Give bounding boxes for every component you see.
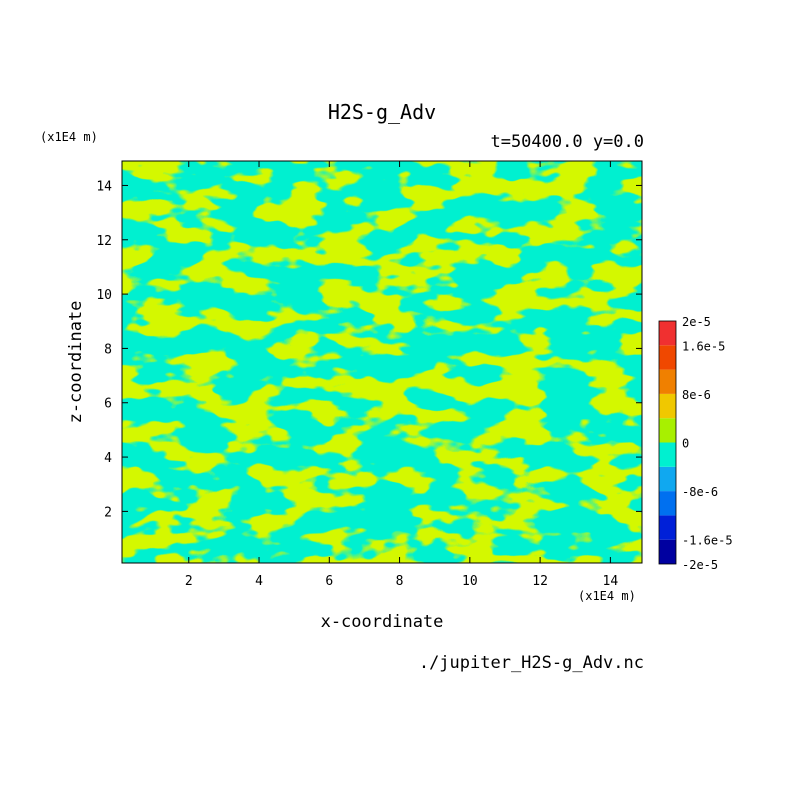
colorbar-band xyxy=(659,442,676,467)
x-tick-label: 8 xyxy=(396,574,404,589)
colorbar-band xyxy=(659,321,676,346)
plot-frame xyxy=(121,160,643,564)
colorbar-label: 0 xyxy=(682,437,689,451)
y-tick-label: 10 xyxy=(96,288,112,303)
x-axis-label: x-coordinate xyxy=(320,612,444,632)
colorbar-label: -2e-5 xyxy=(682,558,718,572)
colorbar-frame xyxy=(658,320,677,565)
colorbar-band xyxy=(659,466,676,492)
colorbar-band xyxy=(659,539,676,564)
y-tick-label: 12 xyxy=(96,234,112,249)
colorbar-label: -8e-6 xyxy=(682,485,718,499)
colorbar-label: 8e-6 xyxy=(682,388,711,402)
colorbar-label: -1.6e-5 xyxy=(682,534,733,548)
field-band-positive xyxy=(122,161,642,563)
x-tick-label: 4 xyxy=(255,574,263,589)
colorbar-band xyxy=(659,491,676,516)
x-tick-label: 10 xyxy=(462,574,478,589)
colorbar: 2e-5 1.6e-5 8e-6 0 -8e-6 -1.6e-5 -2e-5 xyxy=(658,315,733,572)
colorbar-band xyxy=(659,369,676,394)
x-tick-label: 14 xyxy=(603,574,619,589)
heatmap-field xyxy=(122,161,642,563)
y-tick-label: 14 xyxy=(96,179,112,194)
colorbar-band xyxy=(659,418,676,443)
x-tick-label: 6 xyxy=(325,574,333,589)
colorbar-band xyxy=(659,393,676,419)
colorbar-band xyxy=(659,345,676,370)
y-tick-label: 6 xyxy=(104,397,112,412)
y-axis-unit: (x1E4 m) xyxy=(40,130,98,144)
chart-title: H2S-g_Adv xyxy=(327,100,437,124)
x-tick-label: 12 xyxy=(532,574,548,589)
y-tick-label: 8 xyxy=(104,342,112,357)
source-filename: ./jupiter_H2S-g_Adv.nc xyxy=(418,653,644,673)
plot-axes: 2 4 6 8 10 12 14 2 4 6 8 10 12 14 xyxy=(96,160,643,589)
chart-subtitle: t=50400.0 y=0.0 xyxy=(490,132,644,152)
colorbar-label: 1.6e-5 xyxy=(682,339,725,353)
y-tick-label: 2 xyxy=(104,505,112,520)
x-tick-label: 2 xyxy=(185,574,193,589)
colorbar-band xyxy=(659,515,676,540)
colorbar-label: 2e-5 xyxy=(682,315,711,329)
y-tick-label: 4 xyxy=(104,451,112,466)
x-axis-unit: (x1E4 m) xyxy=(578,589,636,603)
